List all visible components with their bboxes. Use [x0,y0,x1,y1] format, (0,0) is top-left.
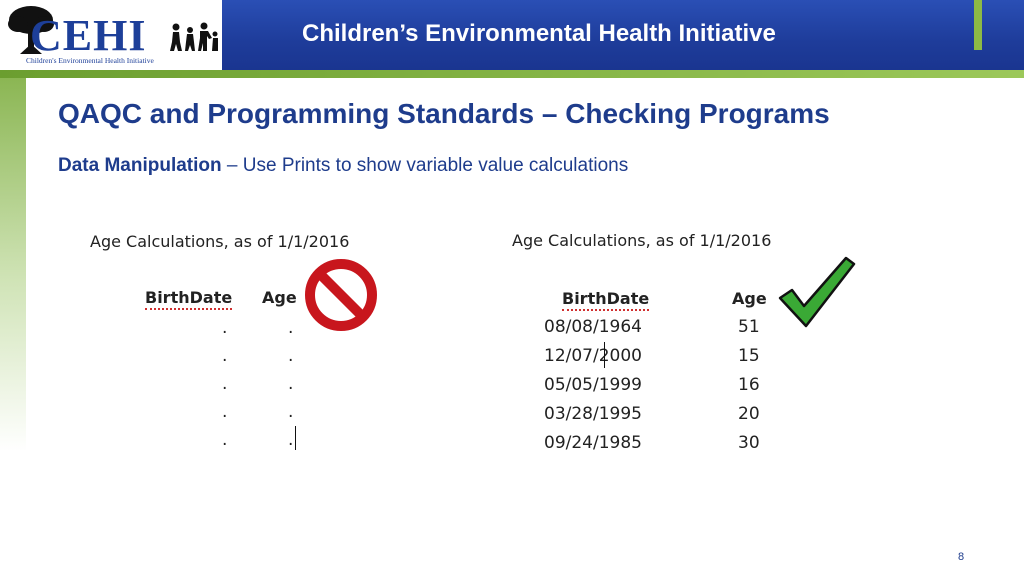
left-cell: . [222,430,228,450]
left-cell: . [288,318,294,338]
right-cell-birthdate: 03/28/1995 [544,404,642,424]
children-silhouette-icon [170,22,218,51]
right-header-birthdate-label: BirthDate [562,289,650,311]
checkmark-icon [778,256,856,328]
left-cell: . [222,318,228,338]
left-cell: . [288,374,294,394]
slide-title: QAQC and Programming Standards – Checkin… [58,98,830,129]
right-cell-age: 16 [738,375,760,395]
left-cell: . [222,402,228,422]
text-cursor [604,342,605,368]
subtitle-bold: Data Manipulation [58,155,222,176]
prohibited-icon [305,259,377,331]
left-header-birthdate: BirthDate [145,288,233,310]
right-cell-birthdate: 08/08/1964 [544,317,642,337]
left-cell: . [222,346,228,366]
logo: CEHI Children's Environmental Health Ini… [0,0,222,70]
right-cell-birthdate: 12/07/2000 [544,346,642,366]
left-green-strip [0,78,26,576]
right-cell-age: 15 [738,346,760,366]
tree-icon [8,6,54,54]
text-cursor [295,426,296,450]
logo-subtitle: Children's Environmental Health Initiati… [26,56,154,65]
logo-text: CEHI [30,11,147,60]
right-header-age: Age [732,289,767,308]
left-header-age: Age [262,288,297,307]
right-header-birthdate: BirthDate [562,289,650,311]
slide-subtitle: Data Manipulation – Use Prints to show v… [58,155,628,177]
header-bar: Children’s Environmental Health Initiati… [222,0,1024,70]
left-cell: . [288,430,294,450]
left-cell: . [222,374,228,394]
left-cell: . [288,346,294,366]
right-cell-age: 20 [738,404,760,424]
right-cell-birthdate: 05/05/1999 [544,375,642,395]
right-table-title: Age Calculations, as of 1/1/2016 [512,231,772,250]
page-number: 8 [958,551,965,563]
header-accent-bar [974,0,982,50]
subtitle-rest: – Use Prints to show variable value calc… [221,155,629,176]
right-cell-age: 51 [738,317,760,337]
left-table-title: Age Calculations, as of 1/1/2016 [90,232,350,251]
left-cell: . [288,402,294,422]
left-header-birthdate-label: BirthDate [145,288,233,310]
header-title: Children’s Environmental Health Initiati… [302,20,776,47]
right-cell-birthdate: 09/24/1985 [544,433,642,453]
right-cell-age: 30 [738,433,760,453]
green-divider [0,70,1024,78]
